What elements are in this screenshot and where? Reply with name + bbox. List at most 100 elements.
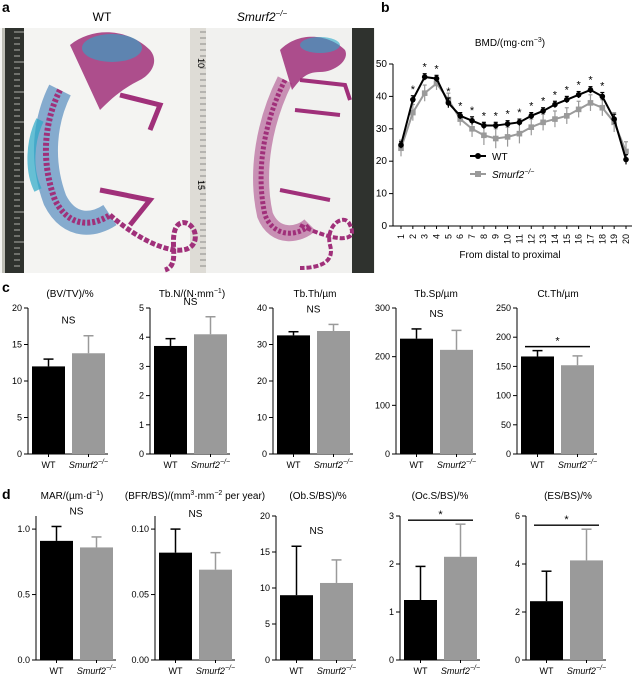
- y-tick-label: 100: [496, 391, 511, 401]
- significance-star: *: [553, 89, 558, 101]
- ko-bar: [194, 334, 227, 454]
- y-tick-label: 100: [375, 400, 390, 410]
- bar-chart-esbs: (ES/BS)/% 0 2 4 6 WT Smurf2−/− *: [515, 491, 606, 674]
- legend-ko-label: Smurf2−/−: [492, 169, 534, 181]
- y-tick-label: 40: [376, 91, 388, 102]
- significance-star: *: [517, 107, 522, 119]
- x-tick-label: WT: [169, 666, 183, 674]
- y-tick-label: 5: [17, 413, 22, 423]
- y-tick-label: 1: [389, 607, 394, 617]
- significance-label: NS: [62, 316, 76, 327]
- significance-label: NS: [184, 297, 198, 308]
- y-tick-label: 250: [496, 303, 511, 313]
- x-tick-label: 6: [455, 234, 465, 239]
- y-tick-label: 0.05: [131, 590, 149, 600]
- significance-label: NS: [430, 309, 444, 320]
- wt-bar: [400, 338, 433, 454]
- x-tick-label: 1: [396, 234, 406, 239]
- chart-title: (BV/TV)/%: [46, 289, 93, 300]
- bar-chart-bfr: (BFR/BS)/(mm3·mm−2 per year) 0.00 0.05 0.10…: [125, 490, 265, 674]
- x-tick-label: 10: [503, 234, 513, 244]
- y-tick-label: 0: [515, 655, 520, 665]
- significance-label: NS: [310, 526, 324, 537]
- chart-title: (ES/BS)/%: [544, 491, 592, 502]
- panel-label-c: c: [2, 279, 10, 295]
- y-tick-label: 1: [139, 420, 144, 430]
- ko-bar: [440, 349, 473, 454]
- ko-bar: [320, 582, 353, 660]
- ko-bar: [80, 547, 113, 660]
- y-tick-label: 0: [506, 449, 511, 459]
- ruler-left: [2, 28, 24, 273]
- y-tick-label: 20: [260, 511, 270, 521]
- significance-star: *: [470, 105, 475, 117]
- ko-bar: [317, 330, 350, 454]
- wt-bar: [159, 552, 192, 660]
- x-axis-label: From distal to proximal: [459, 250, 560, 261]
- y-tick-label: 3: [139, 361, 144, 371]
- significance-star: *: [411, 84, 416, 96]
- significance-label: NS: [307, 304, 321, 315]
- significance-label: NS: [189, 509, 203, 520]
- wt-bar: [404, 600, 437, 660]
- significance-star: *: [505, 109, 510, 121]
- wt-bar: [277, 335, 310, 454]
- x-tick-label: 4: [432, 234, 442, 239]
- wt-bar: [40, 540, 73, 660]
- wt-photo-label: WT: [93, 10, 112, 24]
- x-tick-label: 18: [597, 234, 607, 244]
- x-tick-label: Smurf2−/−: [191, 459, 230, 470]
- x-tick-label: WT: [287, 460, 301, 470]
- significance-star: *: [529, 101, 534, 113]
- ruler-number-10: 10: [196, 58, 206, 68]
- y-tick-label: 2: [389, 559, 394, 569]
- ruler-number-15: 15: [196, 180, 206, 190]
- x-tick-label: WT: [414, 666, 428, 674]
- y-tick-label: 50: [376, 59, 388, 70]
- chart-title: MAR/(µm·d−1): [41, 490, 104, 502]
- x-tick-label: WT: [531, 460, 545, 470]
- x-tick-label: WT: [410, 460, 424, 470]
- significance-star: *: [438, 509, 443, 521]
- chart-title: Ct.Th/µm: [537, 289, 578, 300]
- y-tick-label: 15: [12, 340, 22, 350]
- x-tick-label: 15: [562, 234, 572, 244]
- x-tick-label: 14: [550, 234, 560, 244]
- chart-title: Tb.N/(N·mm−1): [159, 288, 225, 300]
- ko-bar: [199, 569, 232, 660]
- panel-label-d: d: [2, 486, 11, 502]
- x-tick-label: Smurf2−/−: [77, 665, 116, 674]
- y-tick-label: 150: [496, 361, 511, 371]
- y-tick-label: 0: [265, 655, 270, 665]
- x-tick-label: WT: [42, 460, 56, 470]
- significance-star: *: [541, 96, 546, 108]
- y-tick-label: 0: [389, 655, 394, 665]
- y-tick-label: 30: [376, 124, 388, 135]
- significance-star: *: [588, 75, 593, 87]
- wt-series-line: [400, 75, 627, 160]
- y-tick-label: 0.00: [131, 655, 149, 665]
- y-tick-label: 5: [265, 619, 270, 629]
- significance-star: *: [564, 514, 569, 526]
- y-tick-label: 0: [17, 449, 22, 459]
- ko-bar: [561, 365, 594, 454]
- wt-bar: [530, 601, 563, 660]
- bar-chart-ctth: Ct.Th/µm 0 50 100 150 200 250 WT Smurf2−/− *: [496, 289, 597, 470]
- photo-panel: WT Smurf2−/− 10 15: [0, 9, 375, 273]
- y-tick-label: 4: [515, 559, 520, 569]
- y-tick-label: 10: [376, 189, 388, 200]
- y-tick-label: 15: [260, 547, 270, 557]
- x-tick-label: 7: [467, 234, 477, 239]
- significance-star: *: [555, 336, 560, 348]
- x-tick-label: Smurf2−/−: [567, 665, 606, 674]
- significance-label: NS: [70, 506, 84, 517]
- legend-wt-marker: [475, 153, 481, 159]
- significance-star: *: [565, 84, 570, 96]
- x-tick-label: Smurf2−/−: [441, 665, 480, 674]
- y-tick-label: 0: [139, 449, 144, 459]
- significance-star: *: [434, 63, 439, 75]
- y-tick-label: 3: [389, 511, 394, 521]
- bar-chart-bvtv: (BV/TV)/% 0 5 10 15 20 WT Smurf2−/− NS: [12, 289, 108, 470]
